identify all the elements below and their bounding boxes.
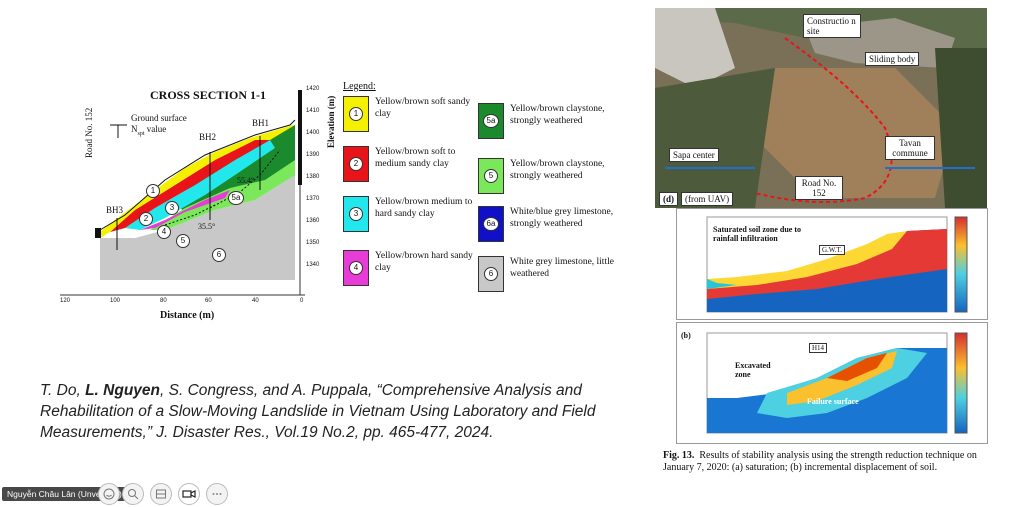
legend-text: Yellow/brown soft sandy clay — [375, 97, 471, 119]
photo-source-label: (from UAV) — [681, 192, 734, 206]
legend-swatch: 3 — [343, 196, 369, 232]
layer-marker: 6 — [212, 248, 226, 262]
road-label: Road No. 152 — [84, 107, 94, 158]
excavated-zone-label: Excavated zone — [735, 361, 771, 379]
more-button[interactable] — [206, 483, 228, 505]
layer-marker: 3 — [165, 201, 179, 215]
y-tick: 1380 — [306, 174, 320, 180]
nspt-label: Nspt value — [131, 124, 167, 137]
legend-item: 6 White grey limestone, little weathered — [478, 256, 628, 292]
legend-title: Legend: — [343, 81, 376, 92]
landslide-photo: Constructio n site Sliding body Sapa cen… — [655, 8, 987, 208]
photo-label-sliding: Sliding body — [865, 52, 920, 66]
photo-label-construction: Constructio n site — [803, 14, 861, 38]
cross-section-diagram — [60, 90, 305, 296]
legend-swatch: 5 — [478, 158, 504, 194]
legend-swatch: 6a — [478, 206, 504, 242]
x-tick: 120 — [60, 298, 71, 304]
legend-swatch: 4 — [343, 250, 369, 286]
ground-surface-label: Ground surface — [131, 113, 187, 123]
legend-text: White/blue grey limestone, strongly weat… — [510, 207, 614, 229]
legend-item: 6a White/blue grey limestone, strongly w… — [478, 206, 628, 242]
angle-label: 55.4° — [237, 176, 255, 185]
x-tick: 0 — [300, 298, 304, 304]
legend-text: Yellow/brown claystone, strongly weather… — [510, 104, 605, 126]
legend-item: 2 Yellow/brown soft to medium sandy clay — [343, 146, 473, 182]
smile-icon — [103, 488, 115, 500]
zoom-button[interactable] — [122, 483, 144, 505]
x-tick: 60 — [205, 298, 212, 304]
participant-name-tag: Nguyễn Châu Lân (Unverified) — [2, 487, 127, 501]
legend-text: White grey limestone, little weathered — [510, 257, 614, 279]
layout-button[interactable] — [150, 483, 172, 505]
legend-item: 5a Yellow/brown claystone, strongly weat… — [478, 103, 628, 139]
x-axis-label: Distance (m) — [160, 310, 215, 321]
photo-panel-label: (d) — [659, 192, 678, 206]
legend-item: 5 Yellow/brown claystone, strongly weath… — [478, 158, 628, 194]
y-tick: 1340 — [306, 262, 320, 268]
x-tick: 40 — [252, 298, 259, 304]
y-tick: 1350 — [306, 240, 320, 246]
sim-panel-saturation: Saturated soil zone due to rainfall infi… — [676, 208, 988, 320]
legend-item: 1 Yellow/brown soft sandy clay — [343, 96, 473, 132]
legend-swatch: 6 — [478, 256, 504, 292]
video-camera-icon — [182, 490, 196, 498]
citation-text: T. Do, L. Nguyen, S. Congress, and A. Pu… — [40, 382, 596, 441]
failure-surface-label: Failure surface — [807, 397, 859, 406]
camera-button[interactable] — [178, 483, 200, 505]
search-icon — [128, 489, 139, 500]
legend-swatch: 5a — [478, 103, 504, 139]
legend-text: Yellow/brown hard sandy clay — [375, 251, 473, 273]
figure-caption: Fig. 13. Results of stability analysis u… — [663, 450, 977, 473]
y-tick: 1400 — [306, 130, 320, 136]
y-axis-label: Elevation (m) — [326, 95, 336, 148]
x-tick: 100 — [110, 298, 121, 304]
panel-b-label: (b) — [681, 331, 691, 340]
layer-marker: 1 — [146, 184, 160, 198]
legend-text: Yellow/brown claystone, strongly weather… — [510, 159, 605, 181]
layer-marker: 5a — [228, 191, 244, 205]
emoji-button[interactable] — [98, 483, 120, 505]
photo-label-tavan: Tavan commune — [885, 136, 935, 160]
y-tick: 1390 — [306, 152, 320, 158]
gwt-label: G.W.T. — [819, 245, 846, 255]
legend-text: Yellow/brown soft to medium sandy clay — [375, 147, 456, 169]
angle-label: 35.5° — [198, 222, 216, 231]
more-icon — [212, 493, 222, 495]
legend-swatch: 1 — [343, 96, 369, 132]
legend-item: 3 Yellow/brown medium to hard sandy clay — [343, 196, 473, 232]
y-tick: 1370 — [306, 196, 320, 202]
sim-panel-displacement: (b) H14 Excavated zone Failure surface — [676, 322, 988, 444]
borehole-label: BH1 — [252, 118, 270, 128]
y-tick: 1420 — [306, 86, 320, 92]
layer-marker: 2 — [139, 212, 153, 226]
legend-swatch: 2 — [343, 146, 369, 182]
legend-item: 4 Yellow/brown hard sandy clay — [343, 250, 473, 286]
saturated-zone-label: Saturated soil zone due to rainfall infi… — [713, 225, 801, 243]
h14-label: H14 — [809, 343, 828, 353]
x-tick: 80 — [160, 298, 167, 304]
photo-label-sapa: Sapa center — [669, 148, 719, 162]
borehole-label: BH2 — [199, 132, 217, 142]
grid-icon — [156, 489, 166, 499]
legend-text: Yellow/brown medium to hard sandy clay — [375, 197, 473, 219]
layer-marker: 5 — [176, 234, 190, 248]
layer-marker: 4 — [157, 225, 171, 239]
borehole-label: BH3 — [106, 205, 124, 215]
y-tick: 1360 — [306, 218, 320, 224]
photo-label-road: Road No. 152 — [795, 176, 843, 200]
cross-section-title: CROSS SECTION 1-1 — [150, 88, 267, 102]
y-tick: 1410 — [306, 108, 320, 114]
